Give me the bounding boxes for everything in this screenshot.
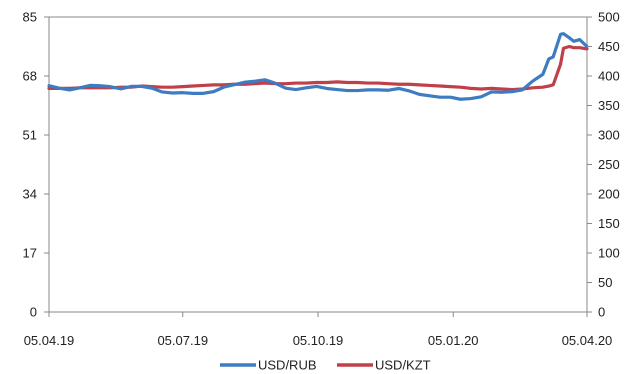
x-tick-label: 05.10.19 bbox=[293, 333, 344, 348]
x-tick-label: 05.01.20 bbox=[428, 333, 479, 348]
left-tick-label: 68 bbox=[23, 69, 37, 84]
legend-item-usd-rub: USD/RUB bbox=[220, 358, 317, 373]
right-tick-label: 400 bbox=[598, 69, 620, 84]
right-tick-label: 50 bbox=[598, 275, 612, 290]
right-tick-label: 250 bbox=[598, 157, 620, 172]
legend-label: USD/KZT bbox=[375, 358, 431, 373]
right-tick-label: 350 bbox=[598, 98, 620, 113]
right-tick-label: 100 bbox=[598, 246, 620, 261]
left-axis: 0 17 34 51 68 85 bbox=[23, 10, 49, 320]
right-tick-label: 500 bbox=[598, 10, 620, 25]
legend: USD/RUB USD/KZT bbox=[220, 358, 431, 373]
right-tick-label: 450 bbox=[598, 39, 620, 54]
series-line-usd-rub bbox=[47, 32, 589, 101]
right-tick-label: 200 bbox=[598, 187, 620, 202]
series-layer bbox=[47, 32, 589, 101]
left-tick-label: 0 bbox=[30, 305, 37, 320]
x-axis: 05.04.19 05.07.19 05.10.19 05.01.20 05.04.20 bbox=[24, 312, 613, 348]
left-tick-label: 17 bbox=[23, 246, 37, 261]
right-tick-label: 150 bbox=[598, 216, 620, 231]
right-tick-label: 0 bbox=[598, 305, 605, 320]
left-tick-label: 51 bbox=[23, 128, 37, 143]
right-axis: 0 50 100 150 200 250 300 350 400 450 500 bbox=[587, 10, 620, 320]
x-tick-label: 05.04.19 bbox=[24, 333, 75, 348]
x-tick-label: 05.07.19 bbox=[157, 333, 208, 348]
left-tick-label: 85 bbox=[23, 10, 37, 25]
legend-label: USD/RUB bbox=[258, 358, 317, 373]
left-tick-label: 34 bbox=[23, 187, 37, 202]
legend-item-usd-kzt: USD/KZT bbox=[337, 358, 431, 373]
right-tick-label: 300 bbox=[598, 128, 620, 143]
x-tick-label: 05.04.20 bbox=[562, 333, 613, 348]
